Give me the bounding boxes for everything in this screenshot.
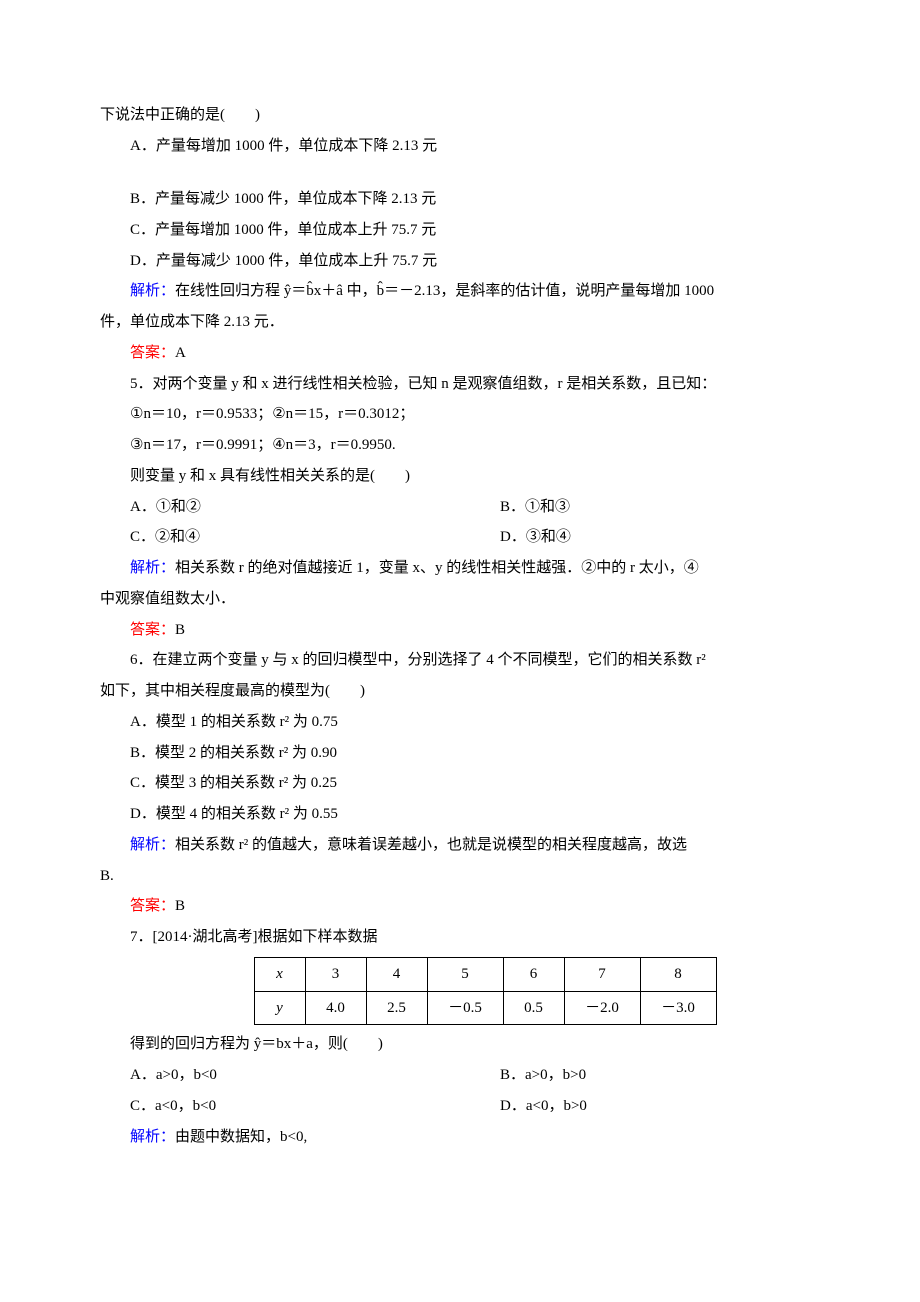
table-cell: 7 (564, 957, 640, 991)
q4-answer: 答案：A (100, 338, 840, 369)
table-row: x 3 4 5 6 7 8 (254, 957, 716, 991)
q7-stem-1: 7．[2014·湖北高考]根据如下样本数据 (100, 922, 840, 953)
q4-analysis-line1: 解析：在线性回归方程 ŷ＝b̂x＋â 中，b̂＝－2.13，是斜率的估计值，说明… (100, 276, 840, 307)
analysis-label: 解析： (130, 560, 175, 576)
q6-answer: 答案：B (100, 891, 840, 922)
q7-options-row1: A．a>0，b<0 B．a>0，b>0 (100, 1060, 840, 1091)
q5-option-d: D．③和④ (470, 522, 840, 553)
q6-analysis-text1: 相关系数 r² 的值越大，意味着误差越小，也就是说模型的相关程度越高，故选 (175, 837, 687, 853)
q7-options-row2: C．a<0，b<0 D．a<0，b>0 (100, 1091, 840, 1122)
table-cell: x (254, 957, 305, 991)
analysis-label: 解析： (130, 283, 175, 299)
q5-stem-4: 则变量 y 和 x 具有线性相关关系的是( ) (100, 461, 840, 492)
q6-analysis-line1: 解析：相关系数 r² 的值越大，意味着误差越小，也就是说模型的相关程度越高，故选 (100, 830, 840, 861)
q4-analysis-text1: 在线性回归方程 ŷ＝b̂x＋â 中，b̂＝－2.13，是斜率的估计值，说明产量每… (175, 283, 714, 299)
q7-stem-2: 得到的回归方程为 ŷ＝bx＋a，则( ) (100, 1029, 840, 1060)
table-cell: 2.5 (366, 991, 427, 1025)
q5-analysis-line2: 中观察值组数太小． (100, 584, 840, 615)
q5-option-c: C．②和④ (100, 522, 470, 553)
q4-option-c: C．产量每增加 1000 件，单位成本上升 75.7 元 (100, 215, 840, 246)
q5-option-b: B．①和③ (470, 492, 840, 523)
answer-label: 答案： (130, 345, 175, 361)
answer-label: 答案： (130, 622, 175, 638)
q5-analysis-line1: 解析：相关系数 r 的绝对值越接近 1，变量 x、y 的线性相关性越强．②中的 … (100, 553, 840, 584)
q5-stem-3: ③n＝17，r＝0.9991；④n＝3，r＝0.9950. (100, 430, 840, 461)
q6-answer-value: B (175, 898, 185, 914)
q4-option-a: A．产量每增加 1000 件，单位成本下降 2.13 元 (100, 131, 840, 162)
q7-table: x 3 4 5 6 7 8 y 4.0 2.5 －0.5 0.5 －2.0 －3… (254, 957, 717, 1026)
q4-option-d: D．产量每减少 1000 件，单位成本上升 75.7 元 (100, 246, 840, 277)
q5-stem-1: 5．对两个变量 y 和 x 进行线性相关检验，已知 n 是观察值组数，r 是相关… (100, 369, 840, 400)
q7-option-d: D．a<0，b>0 (470, 1091, 840, 1122)
table-cell: －0.5 (427, 991, 503, 1025)
q6-option-b: B．模型 2 的相关系数 r² 为 0.90 (100, 738, 840, 769)
q5-stem-2: ①n＝10，r＝0.9533；②n＝15，r＝0.3012； (100, 399, 840, 430)
q6-stem-2: 如下，其中相关程度最高的模型为( ) (100, 676, 840, 707)
table-cell: 4 (366, 957, 427, 991)
q7-option-b: B．a>0，b>0 (470, 1060, 840, 1091)
table-cell: y (254, 991, 305, 1025)
q5-answer: 答案：B (100, 615, 840, 646)
table-cell: 6 (503, 957, 564, 991)
q5-options-row2: C．②和④ D．③和④ (100, 522, 840, 553)
q5-options-row1: A．①和② B．①和③ (100, 492, 840, 523)
q4-analysis-line2: 件，单位成本下降 2.13 元． (100, 307, 840, 338)
table-cell: －3.0 (640, 991, 716, 1025)
analysis-label: 解析： (130, 837, 175, 853)
table-row: y 4.0 2.5 －0.5 0.5 －2.0 －3.0 (254, 991, 716, 1025)
q7-analysis: 解析：由题中数据知，b<0, (100, 1122, 840, 1153)
q6-option-a: A．模型 1 的相关系数 r² 为 0.75 (100, 707, 840, 738)
q4-answer-value: A (175, 345, 186, 361)
q7-option-c: C．a<0，b<0 (100, 1091, 470, 1122)
table-cell: 5 (427, 957, 503, 991)
q6-analysis-line2: B. (100, 861, 840, 892)
table-cell: 4.0 (305, 991, 366, 1025)
q6-option-c: C．模型 3 的相关系数 r² 为 0.25 (100, 768, 840, 799)
table-cell: 8 (640, 957, 716, 991)
q4-stem-cont: 下说法中正确的是( ) (100, 100, 840, 131)
q7-option-a: A．a>0，b<0 (100, 1060, 470, 1091)
q5-analysis-text1: 相关系数 r 的绝对值越接近 1，变量 x、y 的线性相关性越强．②中的 r 太… (175, 560, 699, 576)
analysis-label: 解析： (130, 1129, 175, 1145)
table-cell: 3 (305, 957, 366, 991)
answer-label: 答案： (130, 898, 175, 914)
q6-option-d: D．模型 4 的相关系数 r² 为 0.55 (100, 799, 840, 830)
q6-stem-1: 6．在建立两个变量 y 与 x 的回归模型中，分别选择了 4 个不同模型，它们的… (100, 645, 840, 676)
q4-option-b: B．产量每减少 1000 件，单位成本下降 2.13 元 (100, 184, 840, 215)
q5-answer-value: B (175, 622, 185, 638)
table-cell: 0.5 (503, 991, 564, 1025)
q7-table-wrap: x 3 4 5 6 7 8 y 4.0 2.5 －0.5 0.5 －2.0 －3… (130, 957, 840, 1026)
q5-option-a: A．①和② (100, 492, 470, 523)
table-cell: －2.0 (564, 991, 640, 1025)
q7-analysis-text: 由题中数据知，b<0, (175, 1129, 307, 1145)
